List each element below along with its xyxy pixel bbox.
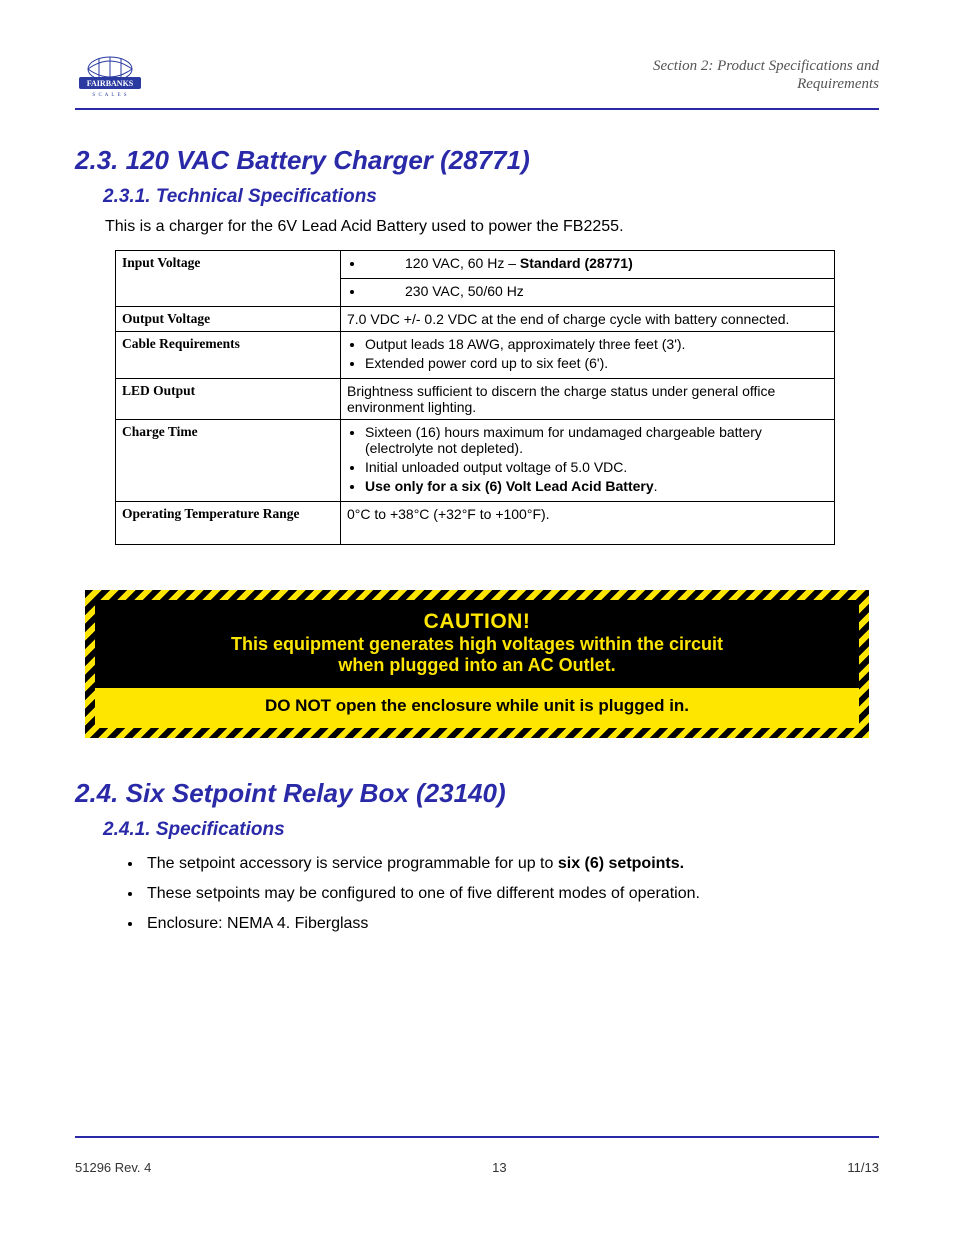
header-section-label: Section 2: Product Specifications and Re… (160, 55, 879, 93)
list-item: Enclosure: NEMA 4. Fiberglass (143, 915, 879, 933)
footer: 51296 Rev. 4 13 11/13 (75, 1160, 879, 1175)
sub-title: Specifications (156, 819, 285, 840)
table-row: Cable Requirements Output leads 18 AWG, … (116, 332, 835, 379)
svg-text:S C A L E S: S C A L E S (92, 93, 127, 98)
sec-title: Six Setpoint Relay Box (23140) (126, 778, 506, 808)
caution-l2: This equipment generates high voltages w… (119, 634, 835, 655)
ch1: Sixteen (16) hours maximum for undamaged… (365, 424, 828, 456)
temp-val: 0°C to +38°C (+32°F to +100°F). (341, 502, 835, 545)
logo: FAIRBANKS S C A L E S (75, 55, 145, 103)
cable-req-label: Cable Requirements (116, 332, 341, 379)
input-voltage-1: 120 VAC, 60 Hz – Standard (28771) (341, 251, 835, 279)
section-2-4-heading: 2.4. Six Setpoint Relay Box (23140) (75, 778, 879, 809)
sub-num: 2.4.1. (103, 819, 151, 840)
input-voltage-2: 230 VAC, 50/60 Hz (341, 279, 835, 307)
led-val: Brightness sufficient to discern the cha… (341, 379, 835, 420)
footer-left: 51296 Rev. 4 (75, 1160, 151, 1175)
table-row: LED Output Brightness sufficient to disc… (116, 379, 835, 420)
sec-title: 120 VAC Battery Charger (28771) (126, 145, 530, 175)
sec-num: 2.3. (75, 145, 118, 175)
led-label: LED Output (116, 379, 341, 420)
list-item: The setpoint accessory is service progra… (143, 855, 879, 873)
charge-time-val: Sixteen (16) hours maximum for undamaged… (341, 420, 835, 502)
header-line2: Requirements (797, 76, 879, 92)
ch3: Use only for a six (6) Volt Lead Acid Ba… (365, 478, 828, 494)
section-2-3-1-heading: 2.3.1. Technical Specifications (103, 186, 879, 208)
sub-title: Technical Specifications (156, 186, 377, 207)
footer-rule (75, 1136, 879, 1138)
table-row: Output Voltage 7.0 VDC +/- 0.2 VDC at th… (116, 307, 835, 332)
output-voltage-val: 7.0 VDC +/- 0.2 VDC at the end of charge… (341, 307, 835, 332)
caution-l3: when plugged into an AC Outlet. (119, 655, 835, 676)
svg-text:FAIRBANKS: FAIRBANKS (87, 79, 134, 88)
spec-table: Input Voltage 120 VAC, 60 Hz – Standard … (115, 250, 835, 545)
footer-right: 11/13 (847, 1160, 879, 1175)
temp-label: Operating Temperature Range (116, 502, 341, 545)
list-item: These setpoints may be configured to one… (143, 885, 879, 903)
sec-num: 2.4. (75, 778, 118, 808)
iv1-text: 120 VAC, 60 Hz – (365, 255, 520, 271)
header-line1: Section 2: Product Specifications and (653, 58, 879, 74)
section-2-3-heading: 2.3. 120 VAC Battery Charger (28771) (75, 145, 879, 176)
ch2: Initial unloaded output voltage of 5.0 V… (365, 459, 828, 475)
charge-time-label: Charge Time (116, 420, 341, 502)
iv2-text: 230 VAC, 50/60 Hz (365, 283, 524, 299)
header-rule (75, 108, 879, 110)
input-voltage-label: Input Voltage (116, 251, 341, 307)
table-row: Charge Time Sixteen (16) hours maximum f… (116, 420, 835, 502)
section-2-4-1-heading: 2.4.1. Specifications (103, 819, 879, 841)
output-voltage-label: Output Voltage (116, 307, 341, 332)
ch3-text: Use only for a six (6) Volt Lead Acid Ba… (365, 478, 654, 494)
table-row: Input Voltage 120 VAC, 60 Hz – Standard … (116, 251, 835, 279)
caution-bottom: DO NOT open the enclosure while unit is … (95, 688, 859, 728)
caution-big: CAUTION! (119, 610, 835, 634)
b1b: six (6) setpoints. (558, 855, 684, 872)
table-row: Operating Temperature Range 0°C to +38°C… (116, 502, 835, 545)
section-2-3-para: This is a charger for the 6V Lead Acid B… (105, 218, 879, 236)
iv1-suffix: Standard (28771) (520, 255, 633, 271)
caution-top: CAUTION! This equipment generates high v… (95, 600, 859, 688)
feature-list: The setpoint accessory is service progra… (143, 855, 879, 933)
cable-2: Extended power cord up to six feet (6'). (365, 355, 828, 371)
sub-num: 2.3.1. (103, 186, 151, 207)
page-header: FAIRBANKS S C A L E S Section 2: Product… (75, 55, 879, 103)
footer-center: 13 (492, 1160, 506, 1175)
b1a: The setpoint accessory is service progra… (147, 855, 558, 872)
cable-1: Output leads 18 AWG, approximately three… (365, 336, 828, 352)
cable-req-val: Output leads 18 AWG, approximately three… (341, 332, 835, 379)
caution-box: CAUTION! This equipment generates high v… (85, 590, 869, 738)
